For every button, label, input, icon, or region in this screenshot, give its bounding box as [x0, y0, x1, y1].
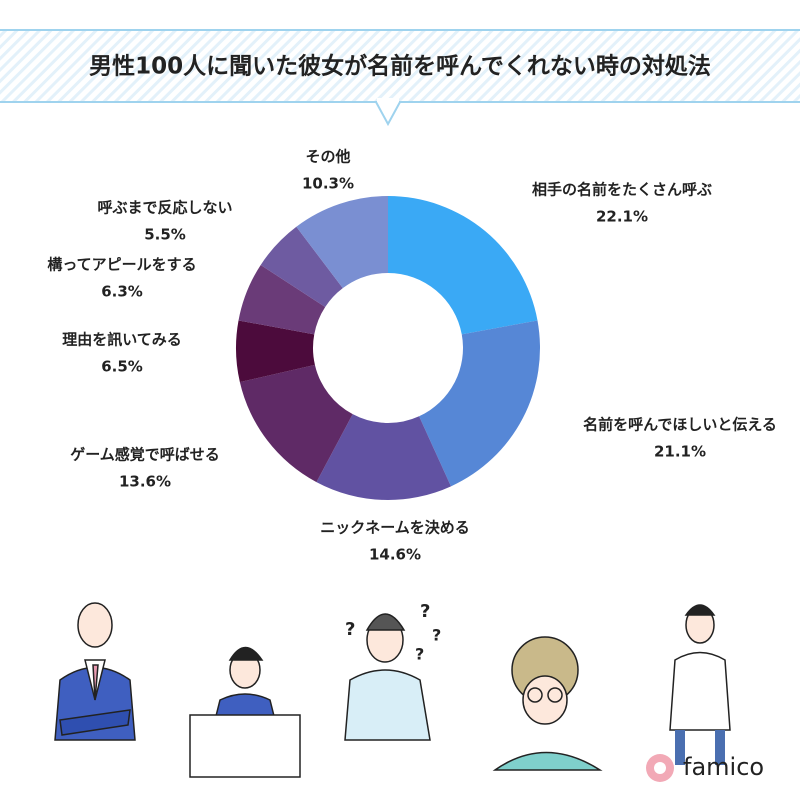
brand-logo: famico: [646, 753, 764, 782]
slice-label: 構ってアピールをする: [47, 256, 196, 274]
slice-value: 5.5%: [144, 226, 186, 244]
man-board: [189, 646, 301, 778]
donut-slice: [239, 364, 353, 483]
header-band: [0, 30, 800, 102]
slice-value: 13.6%: [119, 473, 171, 491]
logo-icon-inner: [654, 762, 666, 774]
slice-value: 21.1%: [654, 443, 706, 461]
slice-value: 6.5%: [101, 358, 143, 376]
header-pointer: [375, 101, 401, 127]
donut-slice: [238, 264, 326, 335]
donut: 相手の名前をたくさん呼ぶ 22.1% 名前を呼んでほしいと伝える 21.1% ニックネー…: [47, 148, 777, 564]
man-question: ?? ??: [344, 601, 441, 741]
donut-slice: [296, 196, 388, 289]
donut-slice: [260, 226, 343, 308]
slice-label: 呼ぶまで反応しない: [97, 199, 232, 217]
pointer-mask: [377, 98, 399, 102]
man-sweater: [669, 604, 731, 765]
slice-label: 名前を呼んでほしいと伝える: [583, 416, 777, 434]
woman-glasses: [492, 636, 603, 771]
slice-value: 14.6%: [369, 546, 421, 564]
svg-text:?: ?: [420, 601, 430, 622]
donut-slice: [388, 196, 538, 335]
slice-label: ニックネームを決める: [320, 519, 470, 537]
svg-text:?: ?: [345, 619, 355, 640]
slice-value: 10.3%: [302, 175, 354, 193]
illustrations: ?? ??: [54, 601, 731, 778]
svg-text:?: ?: [432, 626, 441, 645]
slice-label: その他: [305, 148, 350, 166]
slice-label: ゲーム感覚で呼ばせる: [70, 446, 220, 464]
donut-slice: [316, 414, 451, 500]
svg-text:?: ?: [415, 645, 424, 664]
man-suit: [54, 602, 136, 741]
slice-value: 22.1%: [596, 208, 648, 226]
header: 男性100人に聞いた彼女が名前を呼んでくれない時の対処法: [0, 29, 800, 127]
slice-label: 相手の名前をたくさん呼ぶ: [532, 181, 712, 199]
donut-slice: [419, 320, 540, 487]
slice-label: 理由を訊いてみる: [62, 331, 182, 349]
brand-name: famico: [683, 753, 764, 781]
donut-slice: [236, 320, 315, 383]
chart-title: 男性100人に聞いた彼女が名前を呼んでくれない時の対処法: [89, 53, 711, 80]
slice-value: 6.3%: [101, 283, 143, 301]
